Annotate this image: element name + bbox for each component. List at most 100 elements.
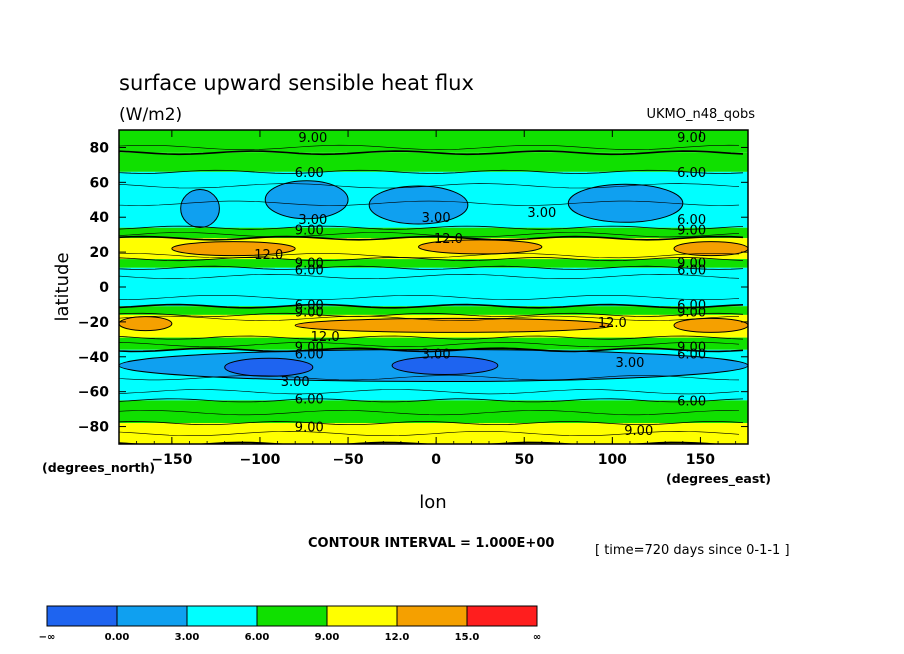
contour-line-2 xyxy=(119,225,744,230)
y-tick-label-1: 60 xyxy=(90,175,110,191)
y-tick-label-4: 0 xyxy=(99,280,109,296)
contour-label-29: 6.00 xyxy=(295,393,324,408)
contour-label-4: 3.00 xyxy=(298,213,327,228)
contour-line-extra-1 xyxy=(119,183,740,189)
x-tick-label-6: 150 xyxy=(686,452,715,468)
contour-line-extra-11 xyxy=(119,410,740,416)
contour-line-4 xyxy=(119,257,744,262)
colorbar-swatch-4 xyxy=(326,605,398,627)
contour-line-extra-7 xyxy=(119,315,740,321)
y-tick-label-3: 20 xyxy=(90,245,110,261)
region-5 xyxy=(418,239,543,255)
contour-line-10 xyxy=(119,398,744,403)
region-12 xyxy=(391,356,499,375)
y-tick-label-8: −80 xyxy=(78,420,109,436)
colorbar-label-6: 15.0 xyxy=(455,632,480,643)
contour-label-14: 9.00 xyxy=(677,257,706,272)
region-11 xyxy=(224,357,314,377)
contour-label-9: 9.00 xyxy=(677,223,706,238)
contour-label-32: 9.00 xyxy=(624,424,653,439)
contour-label-25: 6.00 xyxy=(677,347,706,362)
contour-line-7 xyxy=(119,312,744,317)
contour-label-26: 3.00 xyxy=(422,347,451,362)
y-tick-label-5: −20 xyxy=(78,315,109,331)
region-7 xyxy=(119,316,173,332)
x-tick-label-1: −100 xyxy=(239,452,280,468)
colorbar-swatch-6 xyxy=(466,605,538,627)
contour-interval: CONTOUR INTERVAL = 1.000E+00 xyxy=(308,536,554,551)
contour-line-5 xyxy=(119,265,744,270)
contour-label-17: 9.00 xyxy=(295,305,324,320)
contour-line-extra-2 xyxy=(119,200,740,206)
chart-units: (W/m2) xyxy=(119,105,182,125)
colorbar-label-5: 12.0 xyxy=(385,632,410,643)
colorbar-swatch-0 xyxy=(46,605,118,627)
contour-label-13: 6.00 xyxy=(295,264,324,279)
colorbar-label-4: 9.00 xyxy=(315,632,340,643)
contour-line-6 xyxy=(119,303,744,309)
region-0 xyxy=(180,189,220,228)
lat-band-7 xyxy=(119,306,748,315)
y-unit-label: (degrees_north) xyxy=(42,460,155,476)
contour-label-1: 9.00 xyxy=(677,131,706,146)
x-unit-label: (degrees_east) xyxy=(666,471,771,487)
plot-area: 9.00 9.006.00 6.003.00 3.00 3.00 6.009.00 9.00… xyxy=(119,130,748,444)
region-8 xyxy=(294,317,613,333)
contour-line-extra-4 xyxy=(119,253,740,259)
colorbar-label-0: −∞ xyxy=(39,632,56,643)
region-2 xyxy=(368,185,469,225)
x-tick-label-4: 50 xyxy=(514,452,534,468)
contour-label-2: 6.00 xyxy=(295,166,324,181)
contour-line-0 xyxy=(119,150,744,156)
contour-line-extra-3 xyxy=(119,232,740,238)
contour-label-18: 6.00 xyxy=(677,298,706,313)
contour-label-31: 9.00 xyxy=(295,421,324,436)
contour-line-9 xyxy=(119,347,744,353)
lat-band-3 xyxy=(119,227,748,239)
contour-label-23: 6.00 xyxy=(295,347,324,362)
colorbar-label-7: ∞ xyxy=(533,632,541,643)
lat-band-11 xyxy=(119,400,748,424)
x-axis-label: lon xyxy=(419,492,446,513)
contour-label-11: 12.0 xyxy=(254,248,283,263)
x-tick-label-0: −150 xyxy=(151,452,192,468)
contour-line-extra-0 xyxy=(119,144,740,150)
contour-line-extra-6 xyxy=(119,294,740,301)
region-3 xyxy=(567,183,684,223)
contour-line-extra-10 xyxy=(119,389,740,395)
colorbar-swatch-3 xyxy=(256,605,328,627)
colorbar-swatch-1 xyxy=(116,605,188,627)
contour-label-0: 9.00 xyxy=(298,131,327,146)
contour-label-10: 12.0 xyxy=(434,232,463,247)
lat-band-5 xyxy=(119,259,748,268)
contour-label-21: 12.0 xyxy=(311,330,340,345)
y-tick-label-2: 40 xyxy=(90,210,110,226)
chart-title: surface upward sensible heat flux xyxy=(119,71,474,95)
dataset-label: UKMO_n48_qobs xyxy=(646,107,755,122)
colorbar-label-2: 3.00 xyxy=(175,632,200,643)
y-tick-label-6: −40 xyxy=(78,350,109,366)
x-tick-label-5: 100 xyxy=(598,452,627,468)
contour-line-extra-5 xyxy=(119,273,740,280)
colorbar: −∞ 0.00 3.00 6.00 9.00 12.0 15.0 ∞ xyxy=(39,605,541,643)
region-9 xyxy=(673,317,748,333)
contour-line-extra-12 xyxy=(119,430,740,436)
contour-label-5: 3.00 xyxy=(422,211,451,226)
x-tick-label-3: 0 xyxy=(431,452,441,468)
contour-label-20: 12.0 xyxy=(598,316,627,331)
region-1 xyxy=(264,180,349,220)
time-note: [ time=720 days since 0-1-1 ] xyxy=(595,543,790,558)
colorbar-swatch-5 xyxy=(396,605,468,627)
lat-band-6 xyxy=(119,267,748,307)
y-axis-label: latitude xyxy=(52,252,73,321)
contour-line-extra-9 xyxy=(119,375,740,381)
y-tick-label-7: −60 xyxy=(78,385,109,401)
contour-line-3 xyxy=(119,235,744,241)
contour-label-22: 9.00 xyxy=(295,340,324,355)
contour-label-28: 3.00 xyxy=(281,375,310,390)
contour-label-24: 9.00 xyxy=(677,340,706,355)
contour-line-1 xyxy=(119,169,744,174)
contour-label-3: 6.00 xyxy=(677,166,706,181)
colorbar-label-1: 0.00 xyxy=(105,632,130,643)
